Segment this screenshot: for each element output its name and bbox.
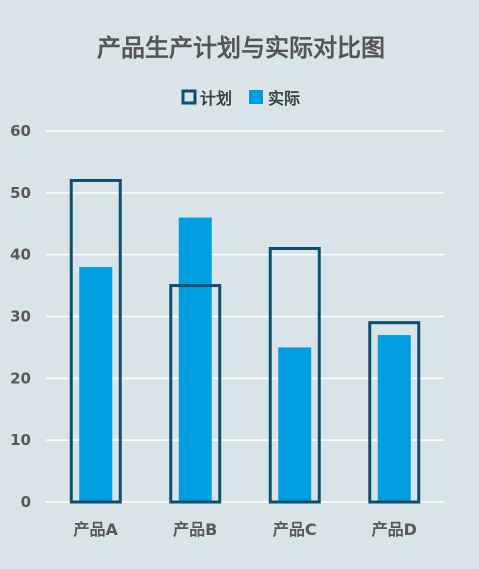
bar-plan [368, 321, 421, 504]
x-category-label: 产品C [273, 520, 317, 539]
bar-plan [169, 284, 222, 504]
legend-label-plan: 计划 [200, 89, 232, 108]
y-tick-label: 20 [10, 369, 31, 387]
bar-actual [79, 267, 113, 502]
legend: 计划 实际 [181, 89, 300, 108]
legend-swatch-actual [249, 90, 263, 104]
x-axis-category-labels: 产品A 产品B 产品C 产品D [74, 520, 417, 539]
bar-plan [69, 178, 122, 504]
y-tick-label: 30 [10, 308, 31, 326]
y-tick-label: 10 [10, 431, 31, 449]
x-category-label: 产品D [372, 520, 417, 539]
y-tick-label: 40 [10, 246, 31, 264]
bar-plan [268, 246, 321, 504]
y-tick-label: 50 [10, 184, 31, 202]
bar-actual [377, 335, 411, 502]
legend-label-actual: 实际 [268, 89, 300, 108]
bar-actual [178, 217, 212, 503]
y-tick-label: 60 [10, 122, 31, 140]
x-category-label: 产品B [173, 520, 217, 539]
bar-actual [278, 347, 312, 502]
legend-swatch-plan [181, 89, 197, 105]
chart-title: 产品生产计划与实际对比图 [97, 34, 385, 62]
bars [69, 178, 421, 504]
y-tick-label: 0 [21, 493, 31, 511]
gridlines [46, 130, 444, 503]
x-category-label: 产品A [74, 520, 119, 539]
y-axis-tick-labels: 0 10 20 30 40 50 60 [10, 122, 31, 511]
